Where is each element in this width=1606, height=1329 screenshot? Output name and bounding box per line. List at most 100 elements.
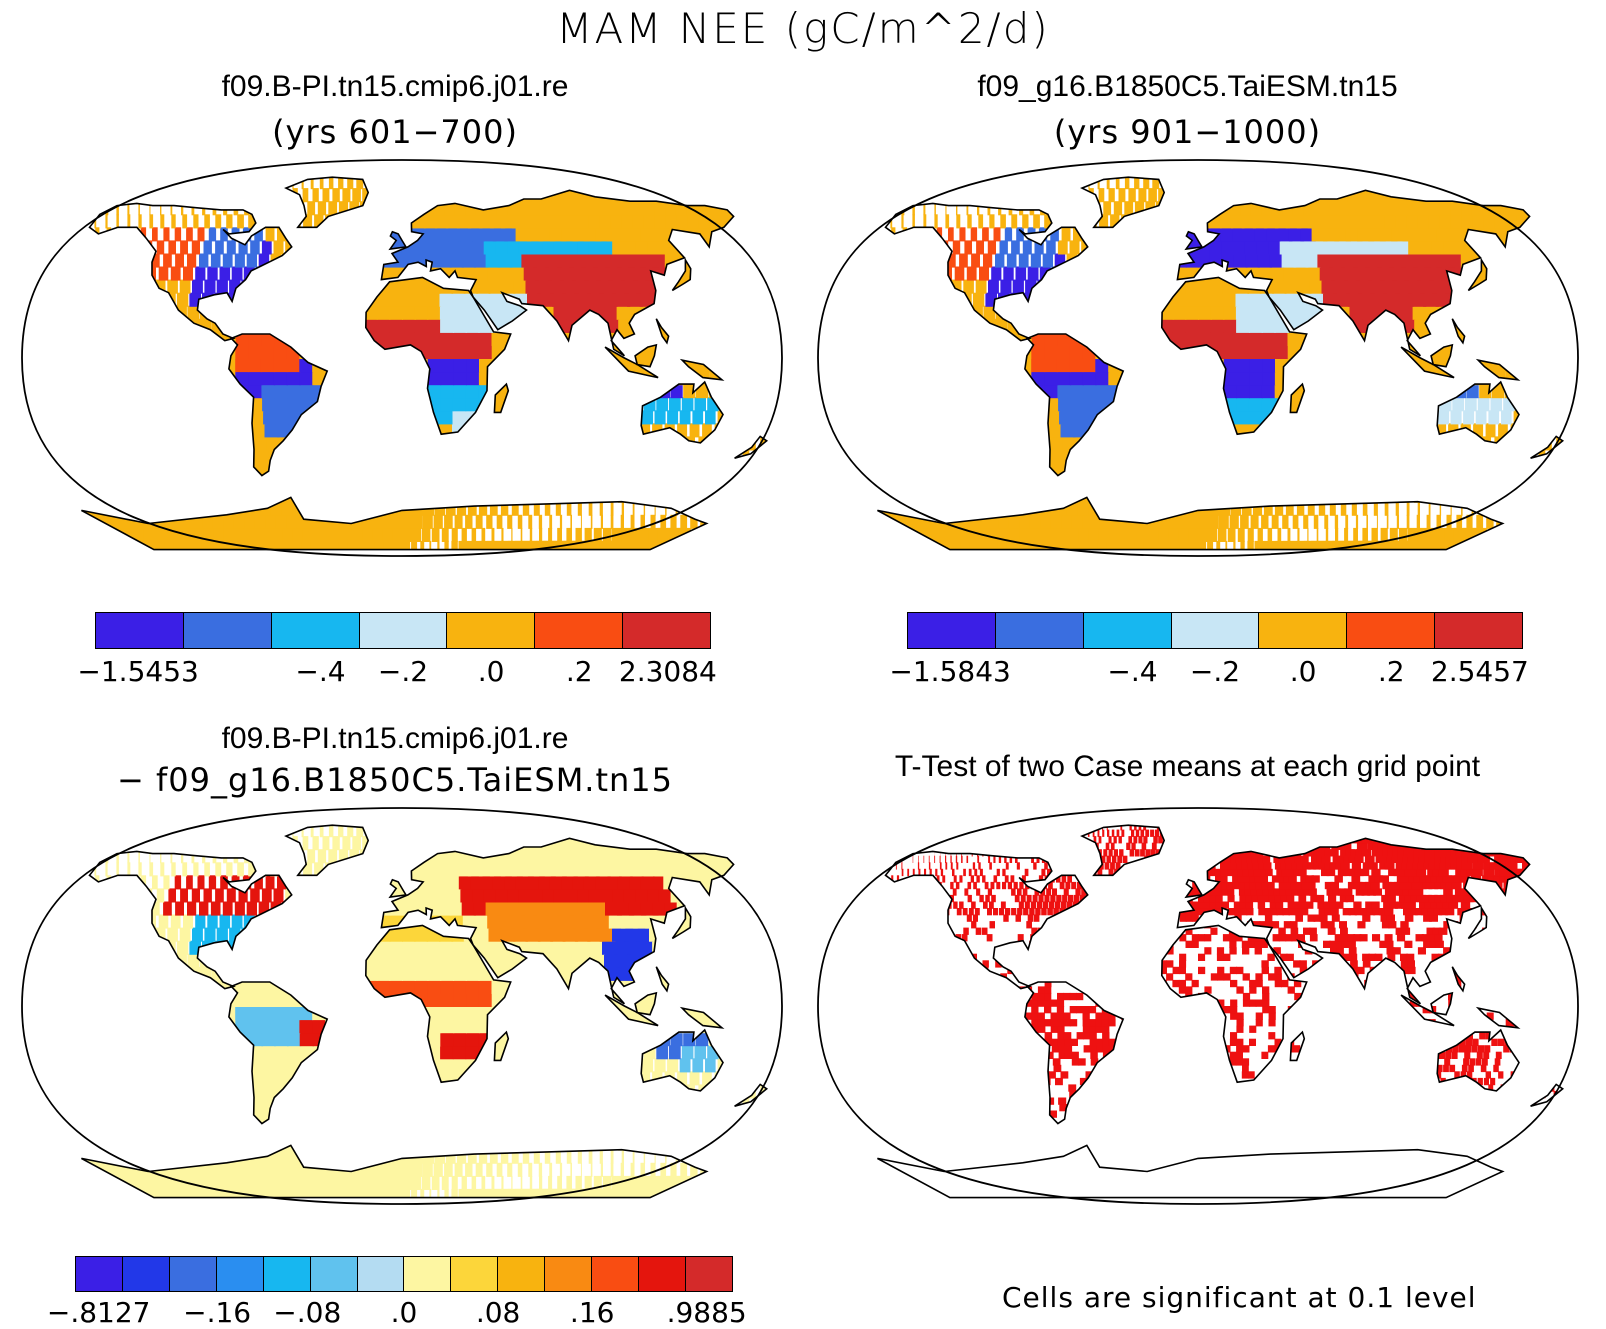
colorbar-swatch xyxy=(169,1257,217,1291)
coastline xyxy=(679,358,725,381)
panel-subtitle-diff: − f09_g16.B1850C5.TaiESM.tn15 xyxy=(116,761,674,799)
map-ttest xyxy=(817,807,1579,1205)
colorbar-tick-label: −.4 xyxy=(295,655,346,688)
land-field xyxy=(81,825,767,1198)
colorbar-tick-label: .0 xyxy=(390,1296,418,1329)
coastline xyxy=(884,850,1089,990)
coastline xyxy=(1184,878,1204,899)
colorbar-swatch xyxy=(1083,613,1172,648)
colorbar-tick-label: −1.5843 xyxy=(889,655,1011,688)
colorbar-tick-label: −.8127 xyxy=(46,1296,151,1329)
colorbar-swatch xyxy=(451,1257,499,1291)
coastline xyxy=(1289,382,1306,414)
colorbar-tick-label: 2.3084 xyxy=(618,655,717,688)
coastline xyxy=(388,230,408,251)
colorbar-swatch xyxy=(623,613,711,648)
land-field xyxy=(81,177,767,550)
coastline xyxy=(1430,991,1454,1016)
coastline xyxy=(1400,346,1455,379)
panel-subtitle-case2: (yrs 901−1000) xyxy=(1053,113,1322,151)
colorbar-tick-label: −.16 xyxy=(183,1296,252,1329)
colorbar-swatch xyxy=(96,613,184,648)
colorbar-swatch xyxy=(76,1257,123,1291)
colorbar-tick-label: .0 xyxy=(1289,655,1317,688)
coastline xyxy=(877,1144,1505,1199)
colorbar-swatch xyxy=(216,1257,264,1291)
coastline xyxy=(228,981,329,1125)
panel-subtitle-case1: (yrs 601−700) xyxy=(272,113,518,151)
coastline xyxy=(671,257,692,292)
colorbar-swatch xyxy=(183,613,272,648)
colorbar-case1 xyxy=(95,612,711,649)
colorbar-tick-label: .2 xyxy=(565,655,593,688)
coastline xyxy=(1436,380,1520,444)
colorbar-swatch xyxy=(1259,613,1348,648)
map-case2 xyxy=(817,159,1579,557)
coastline xyxy=(1176,837,1531,1005)
colorbar-tick-label: 2.5457 xyxy=(1430,655,1529,688)
coastline xyxy=(1160,924,1308,1084)
colorbar-swatch xyxy=(639,1257,686,1291)
coastline xyxy=(380,189,735,357)
colorbar-labels-case1: −1.5453 −.4 −.2 .0 .2 2.3084 xyxy=(77,655,716,688)
colorbar-diff xyxy=(75,1256,733,1292)
panel-title-case2: f09_g16.B1850C5.TaiESM.tn15 xyxy=(977,70,1398,103)
coastline xyxy=(1451,966,1466,993)
coastline xyxy=(877,496,1505,551)
colorbar-swatch xyxy=(271,613,360,648)
colorbar-swatch xyxy=(404,1257,452,1291)
coastline xyxy=(380,837,735,1005)
coastline xyxy=(1289,1030,1306,1062)
coastline xyxy=(88,850,293,990)
land-field xyxy=(877,825,1563,1138)
colorbar-swatch xyxy=(357,1257,405,1291)
colorbar-tick-label: −1.5453 xyxy=(77,655,199,688)
colorbar-tick-label: −.08 xyxy=(273,1296,342,1329)
coastline xyxy=(679,1006,725,1029)
colorbar-swatch xyxy=(908,613,996,648)
colorbar-tick-label: .9885 xyxy=(666,1296,747,1329)
colorbar-labels-case2: −1.5843 −.4 −.2 .0 .2 2.5457 xyxy=(889,655,1528,688)
colorbar-swatch xyxy=(498,1257,546,1291)
coastline xyxy=(1475,358,1521,381)
map-border xyxy=(817,807,1579,1205)
coastline xyxy=(493,1030,510,1062)
map-case1 xyxy=(21,159,783,557)
colorbar-swatch xyxy=(1435,613,1523,648)
coastline xyxy=(640,380,724,444)
colorbar-tick-label: .16 xyxy=(569,1296,615,1329)
coastline xyxy=(671,905,692,940)
colorbar-swatch xyxy=(592,1257,640,1291)
coastline xyxy=(364,276,512,436)
colorbar-swatch xyxy=(359,613,448,648)
colorbar-case2 xyxy=(907,612,1523,649)
coastline xyxy=(81,1144,709,1199)
coastline xyxy=(1475,1006,1521,1029)
coastline xyxy=(1184,230,1204,251)
colorbar-tick-label: −.2 xyxy=(1189,655,1241,688)
coastline xyxy=(1080,176,1166,229)
coastline xyxy=(1430,343,1454,368)
panel-title-diff: f09.B-PI.tn15.cmip6.j01.re xyxy=(221,722,569,755)
colorbar-tick-label: −.2 xyxy=(377,655,429,688)
map-diff xyxy=(21,807,783,1205)
significance-note: Cells are significant at 0.1 level xyxy=(1002,1281,1477,1314)
colorbar-swatch xyxy=(995,613,1084,648)
coastline xyxy=(364,924,512,1084)
coastline xyxy=(634,343,658,368)
map-border xyxy=(21,807,783,1205)
colorbar-tick-label: −.4 xyxy=(1107,655,1158,688)
colorbar-swatch xyxy=(447,613,536,648)
coastline xyxy=(1467,257,1488,292)
coastline xyxy=(1024,333,1125,477)
coastline xyxy=(284,824,370,877)
panel-title-ttest: T-Test of two Case means at each grid po… xyxy=(894,750,1481,783)
coastline xyxy=(1080,824,1166,877)
coastline xyxy=(655,966,670,993)
panel-title-case1: f09.B-PI.tn15.cmip6.j01.re xyxy=(221,70,569,103)
coastline xyxy=(604,994,659,1027)
colorbar-tick-label: .08 xyxy=(475,1296,521,1329)
colorbar-tick-label: .0 xyxy=(477,655,505,688)
map-border xyxy=(21,159,783,557)
coastline xyxy=(388,878,408,899)
